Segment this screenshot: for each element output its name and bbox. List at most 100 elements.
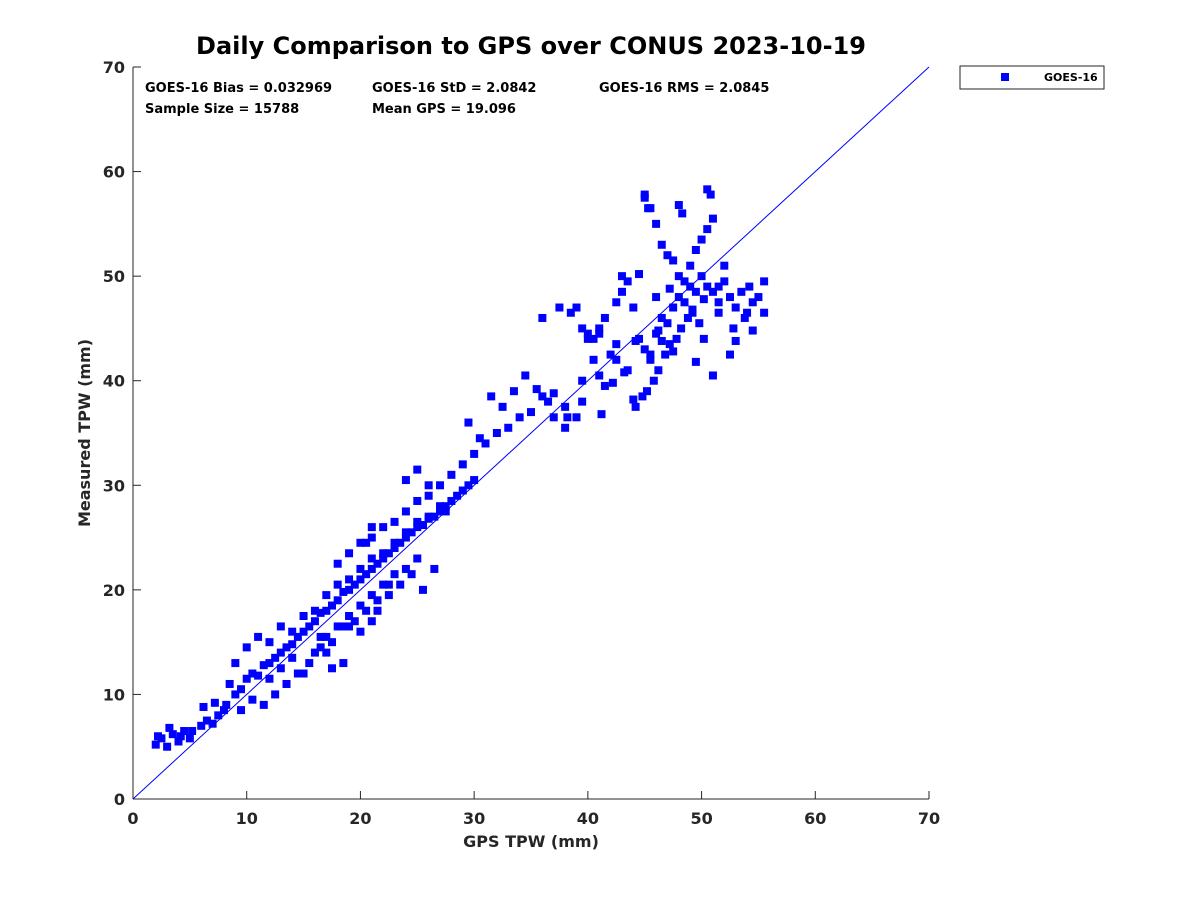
legend-marker: [1001, 73, 1009, 81]
data-point: [743, 308, 752, 317]
data-point: [597, 410, 606, 419]
data-point: [305, 659, 314, 668]
x-tick-label: 0: [127, 809, 138, 828]
data-point: [333, 580, 342, 589]
data-point: [345, 575, 354, 584]
y-tick-label: 70: [103, 58, 125, 77]
data-point: [731, 303, 740, 312]
data-point: [695, 319, 704, 328]
data-point: [532, 385, 541, 394]
data-point: [356, 564, 365, 573]
data-point: [640, 190, 649, 199]
data-point: [458, 460, 467, 469]
data-point: [620, 368, 629, 377]
data-point: [310, 606, 319, 615]
data-point: [665, 340, 674, 349]
data-point: [248, 669, 257, 678]
data-point: [680, 277, 689, 286]
data-point: [487, 392, 496, 401]
data-point: [538, 313, 547, 322]
data-point: [271, 690, 280, 699]
data-point: [430, 512, 439, 521]
data-point: [356, 627, 365, 636]
data-point: [242, 643, 251, 652]
stat-bias: GOES-16 Bias = 0.032969: [145, 81, 332, 96]
data-point: [629, 395, 638, 404]
data-point: [663, 319, 672, 328]
data-point: [748, 298, 757, 307]
data-point: [492, 429, 501, 437]
data-point: [672, 334, 681, 343]
data-point: [646, 350, 655, 359]
data-point: [649, 376, 658, 385]
data-point: [265, 659, 274, 668]
data-point: [708, 214, 717, 223]
data-point: [401, 528, 410, 537]
data-point: [657, 240, 666, 249]
data-point: [617, 272, 626, 281]
data-point: [356, 601, 365, 610]
data-point: [691, 246, 700, 254]
data-point: [481, 439, 490, 448]
data-point: [288, 640, 297, 649]
data-point: [293, 632, 302, 641]
x-tick-label: 70: [918, 809, 940, 828]
data-point: [589, 355, 598, 364]
data-point: [401, 507, 410, 516]
data-point: [396, 580, 405, 589]
data-point: [441, 507, 450, 516]
data-point: [515, 413, 524, 422]
data-point: [254, 632, 263, 641]
y-tick-label: 10: [103, 685, 125, 704]
data-points: [151, 185, 769, 751]
data-point: [384, 580, 393, 589]
data-point: [265, 674, 274, 683]
data-point: [561, 423, 570, 432]
data-point: [225, 679, 234, 688]
data-point: [595, 329, 604, 338]
data-point: [699, 295, 708, 304]
chart-title: Daily Comparison to GPS over CONUS 2023-…: [196, 32, 866, 60]
data-point: [453, 491, 462, 500]
data-point: [731, 336, 740, 345]
data-point: [663, 251, 672, 260]
data-point: [652, 293, 661, 302]
data-point: [646, 355, 655, 364]
data-point: [703, 185, 712, 194]
data-point: [608, 378, 617, 387]
data-point: [237, 685, 246, 694]
data-point: [401, 564, 410, 573]
data-point: [413, 554, 422, 563]
y-tick-label: 30: [103, 476, 125, 495]
data-point: [202, 716, 211, 725]
data-point: [316, 608, 325, 617]
data-point: [328, 638, 336, 647]
data-point: [276, 622, 285, 631]
data-point: [720, 277, 729, 286]
data-point: [424, 491, 433, 500]
y-tick-label: 60: [103, 163, 125, 182]
data-point: [678, 209, 687, 218]
stat-sample-size: Sample Size = 15788: [145, 102, 299, 117]
data-point: [464, 418, 473, 427]
data-point: [305, 622, 314, 631]
data-point: [401, 533, 410, 542]
data-point: [379, 549, 388, 558]
data-point: [677, 324, 686, 333]
data-point: [691, 357, 700, 366]
data-point: [154, 732, 163, 741]
data-point: [333, 559, 342, 568]
data-point: [714, 308, 723, 317]
data-point: [595, 371, 604, 380]
data-point: [583, 329, 592, 338]
data-point: [151, 740, 160, 749]
data-point: [640, 345, 649, 354]
data-point: [413, 496, 422, 505]
data-point: [328, 601, 336, 610]
data-point: [407, 570, 416, 579]
stat-std: GOES-16 StD = 2.0842: [372, 81, 536, 96]
data-point: [390, 570, 399, 579]
data-point: [572, 303, 581, 312]
